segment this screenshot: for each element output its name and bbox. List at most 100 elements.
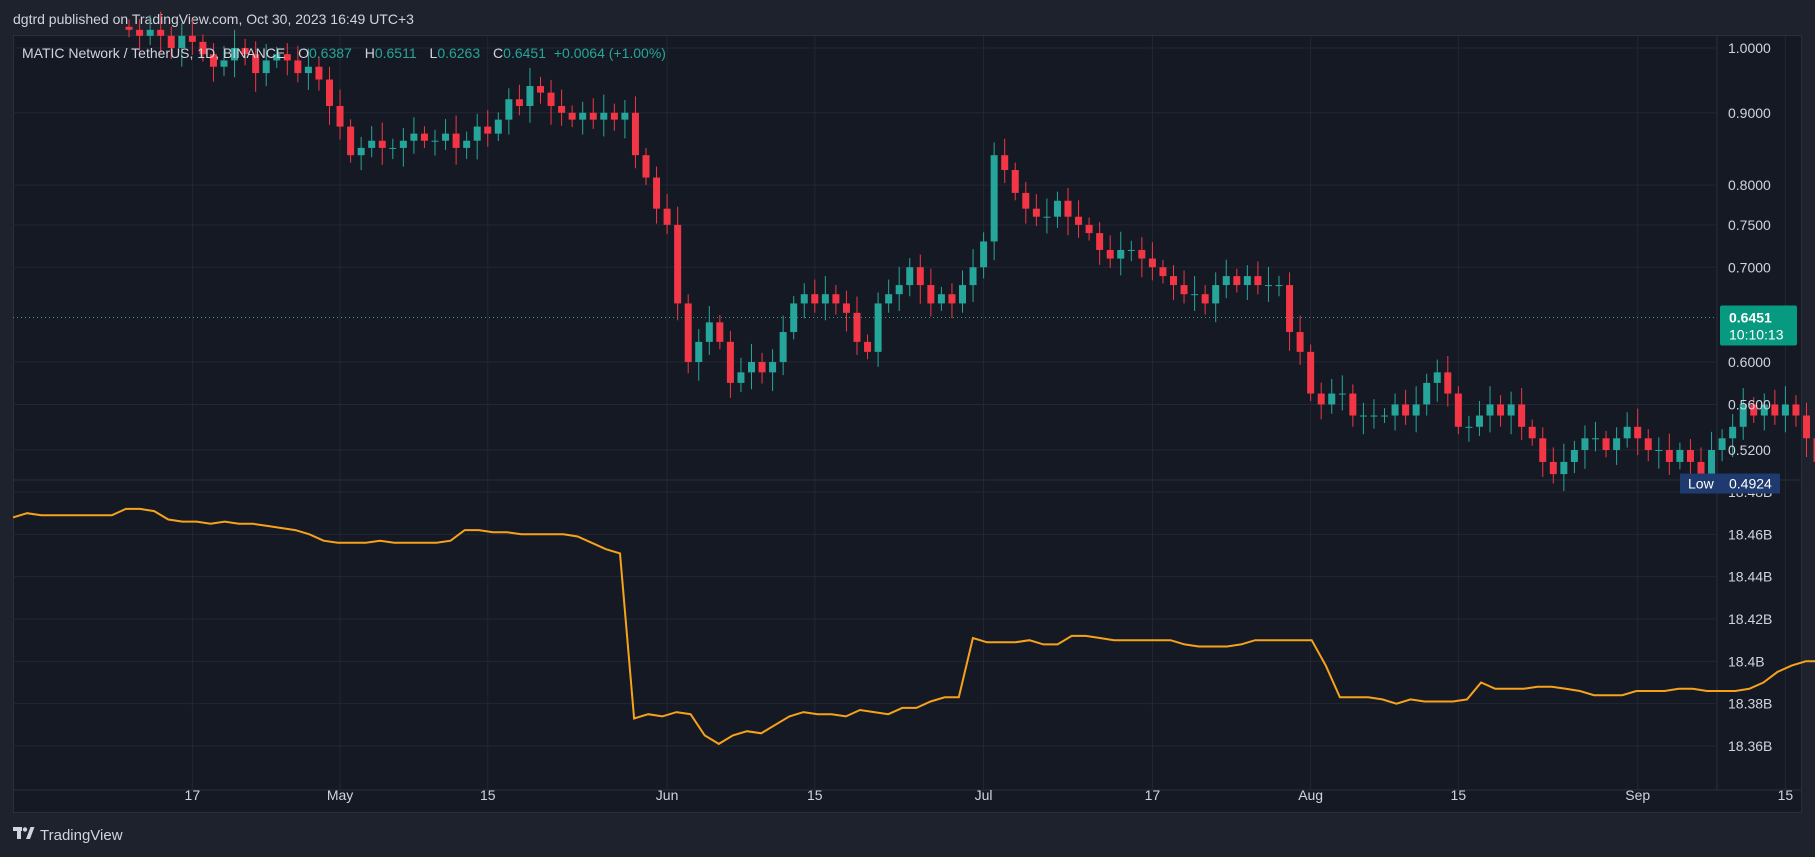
- candle-body-up: [231, 48, 239, 61]
- candle-body-up: [1486, 404, 1494, 416]
- candle-body-down: [1296, 332, 1304, 352]
- candle-body-up: [874, 303, 882, 352]
- change-value: +0.0064 (+1.00%): [553, 45, 666, 61]
- candle-body-up: [769, 362, 777, 373]
- last-price-badge: [1720, 305, 1797, 346]
- high-label: H: [364, 45, 375, 61]
- candle-body-down: [188, 35, 196, 42]
- candles-layer: [13, 11, 1815, 491]
- publisher-text: dgtrd published on TradingView.com, Oct …: [13, 11, 414, 27]
- candle-body-up: [969, 267, 977, 286]
- last-price-badge-countdown: 10:10:13: [1729, 326, 1784, 342]
- candle-body-up: [1243, 276, 1251, 286]
- candle-body-up: [821, 294, 829, 304]
- candle-body-down: [1402, 404, 1410, 416]
- candle-body-up: [1760, 404, 1768, 416]
- candle-body-down: [294, 60, 302, 74]
- candle-body-down: [927, 285, 935, 304]
- candle-body-up: [1391, 404, 1399, 416]
- price-tick-label: 0.7000: [1728, 259, 1771, 275]
- close-label: C: [493, 45, 504, 61]
- candle-body-down: [916, 267, 924, 286]
- time-tick-label: Sep: [1625, 787, 1650, 803]
- candle-body-down: [1686, 450, 1694, 462]
- candle-body-down: [315, 66, 323, 80]
- candle-body-up: [748, 362, 755, 373]
- candle-body-down: [1813, 438, 1815, 462]
- candle-body-up: [1117, 249, 1125, 259]
- time-tick-label: Jul: [975, 787, 993, 803]
- volume-tick-label: 18.46B: [1728, 526, 1772, 542]
- candle-body-down: [1032, 208, 1040, 217]
- volume-line-layer: [12, 507, 1815, 746]
- candle-body-down: [1349, 393, 1357, 416]
- candle-body-up: [1581, 438, 1589, 450]
- candle-body-up: [1475, 415, 1483, 427]
- candle-body-down: [1233, 276, 1241, 286]
- candle-body-down: [336, 105, 344, 127]
- candle-body-up: [1613, 438, 1621, 450]
- candle-body-up: [695, 341, 703, 363]
- time-tick-label: 17: [185, 787, 201, 803]
- candle-body-up: [621, 112, 629, 120]
- candle-body-down: [1644, 438, 1652, 450]
- candle-body-up: [1359, 415, 1367, 417]
- low-badge-label: Low: [1688, 476, 1715, 492]
- candle-body-down: [674, 224, 682, 304]
- time-tick-label: 15: [807, 787, 823, 803]
- candle-body-up: [1043, 216, 1051, 218]
- candle-body-down: [1497, 404, 1505, 416]
- candle-body-down: [157, 29, 165, 36]
- candle-body-up: [990, 155, 998, 242]
- volume-tick-label: 18.38B: [1728, 696, 1772, 712]
- candle-body-down: [1792, 404, 1800, 416]
- candle-body-up: [178, 35, 186, 48]
- time-tick-label: 15: [480, 787, 496, 803]
- candle-body-up: [1433, 372, 1441, 383]
- candle-body-up: [399, 140, 407, 148]
- candle-body-down: [1454, 393, 1462, 427]
- candle-body-down: [378, 140, 386, 148]
- candle-body-up: [1465, 426, 1473, 428]
- price-tick-label: 0.6000: [1728, 354, 1771, 370]
- candle-body-down: [241, 48, 249, 55]
- candle-body-down: [1001, 155, 1009, 170]
- candle-body-down: [1539, 438, 1547, 462]
- candle-body-up: [895, 285, 903, 295]
- candle-body-down: [547, 92, 555, 106]
- candle-body-up: [505, 99, 513, 120]
- publisher-header: dgtrd published on TradingView.com, Oct …: [0, 0, 1815, 38]
- candle-body-down: [842, 303, 850, 313]
- candle-body-up: [220, 60, 228, 67]
- candle-body-up: [1507, 404, 1515, 416]
- candle-body-down: [1634, 426, 1642, 439]
- candle-body-up: [1370, 415, 1378, 417]
- candle-body-down: [125, 26, 133, 30]
- candle-body-down: [1771, 404, 1779, 416]
- candle-body-down: [1148, 258, 1156, 268]
- candle-body-up: [1127, 249, 1135, 251]
- time-tick-label: 15: [1778, 787, 1794, 803]
- footer: TradingView: [13, 822, 123, 848]
- candle-body-up: [357, 147, 365, 156]
- candle-body-up: [463, 140, 471, 148]
- candle-body-up: [1718, 438, 1726, 450]
- candle-body-up: [1729, 426, 1737, 439]
- candle-body-down: [1085, 224, 1093, 234]
- candle-body-down: [663, 208, 671, 225]
- candle-body-down: [1750, 404, 1758, 416]
- chart-frame[interactable]: [13, 35, 1802, 813]
- candle-body-up: [368, 140, 376, 148]
- candle-body-down: [610, 112, 618, 120]
- candle-body-up: [494, 119, 502, 134]
- candle-body-up: [1212, 285, 1220, 304]
- candle-body-up: [779, 332, 787, 363]
- candle-body-up: [600, 112, 608, 120]
- candle-body-down: [1254, 276, 1262, 286]
- candle-body-up: [1338, 393, 1346, 395]
- candle-body-up: [1592, 438, 1599, 440]
- candle-body-up: [1328, 393, 1336, 405]
- candle-body-down: [167, 35, 175, 48]
- candle-body-up: [1708, 450, 1716, 475]
